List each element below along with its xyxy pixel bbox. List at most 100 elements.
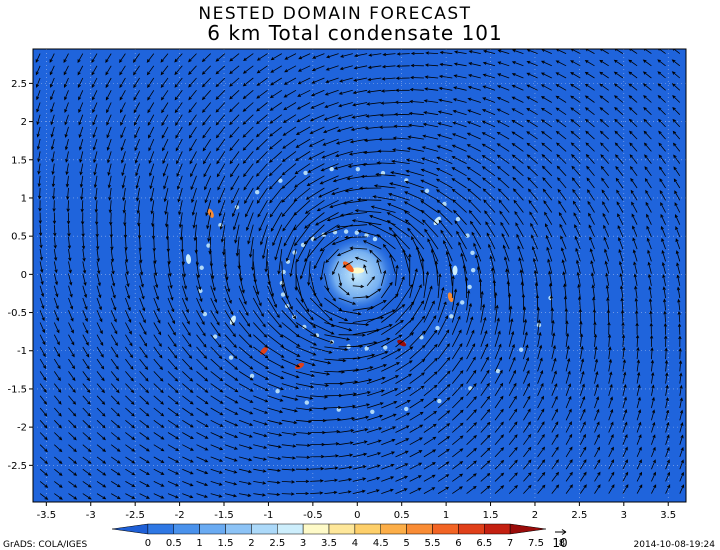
wind-arrow: [320, 163, 339, 172]
wind-arrow: [82, 310, 88, 323]
wind-arrow: [508, 382, 517, 396]
wind-arrow: [571, 165, 581, 177]
wind-arrow: [394, 112, 410, 116]
wind-arrow: [570, 119, 581, 128]
wind-arrow: [646, 237, 652, 250]
wind-arrow: [421, 157, 439, 164]
wind-arrow: [511, 84, 524, 91]
wind-arrow: [107, 175, 112, 189]
wind-arrow: [120, 102, 126, 114]
wind-arrow: [167, 456, 180, 463]
wind-arrow: [338, 392, 358, 397]
wind-arrow: [80, 187, 84, 201]
wind-arrow: [565, 345, 570, 360]
wind-arrow: [678, 360, 683, 372]
wind-arrow: [381, 334, 403, 348]
wind-arrow: [540, 107, 553, 116]
wind-arrow: [452, 460, 464, 470]
wind-arrow: [482, 73, 496, 79]
wind-arrow: [338, 465, 353, 470]
wind-arrow: [423, 410, 438, 421]
wind-arrow: [82, 358, 90, 370]
wind-arrow: [281, 175, 297, 189]
wind-arrow: [297, 77, 311, 85]
wind-arrow: [310, 358, 332, 365]
wind-arrow: [594, 345, 598, 360]
wind-arrow: [82, 444, 92, 453]
wind-arrow: [481, 120, 496, 128]
wind-arrow: [174, 77, 183, 88]
wind-arrow: [39, 261, 44, 273]
wind-arrow: [642, 59, 652, 67]
wind-arrow: [381, 488, 394, 494]
wind-arrow: [216, 151, 226, 165]
wind-arrow: [366, 89, 382, 94]
wind-arrow: [138, 236, 142, 252]
wind-arrow: [366, 389, 385, 397]
wind-arrow: [325, 77, 339, 83]
wind-arrow: [253, 456, 267, 461]
wind-arrow: [177, 187, 183, 203]
wind-arrow: [125, 432, 136, 440]
wind-arrow: [496, 85, 510, 91]
wind-arrow: [529, 211, 538, 225]
wind-arrow: [119, 65, 126, 76]
wind-arrow: [96, 456, 107, 464]
wind-arrow: [622, 384, 627, 396]
wind-arrow: [78, 126, 84, 139]
x-tick-label: 2.5: [571, 510, 587, 521]
wind-arrow: [443, 239, 453, 262]
wind-arrow: [647, 249, 652, 262]
wind-arrow: [53, 297, 59, 310]
wind-arrow: [420, 168, 439, 177]
wind-arrow: [125, 395, 135, 405]
wind-arrow: [153, 468, 165, 475]
wind-arrow: [281, 285, 293, 311]
wind-arrow: [579, 358, 585, 372]
wind-arrow: [352, 415, 370, 421]
wind-arrow: [565, 357, 571, 372]
wind-arrow: [540, 60, 552, 67]
wind-arrow: [604, 260, 610, 274]
wind-arrow: [96, 432, 106, 441]
wind-arrow: [508, 356, 516, 372]
wind-arrow: [354, 256, 368, 262]
wind-arrow: [252, 285, 262, 307]
wind-arrow: [121, 151, 126, 164]
wind-arrow: [96, 249, 100, 263]
x-tick-label: -3.5: [37, 510, 57, 521]
wind-arrow: [338, 333, 366, 337]
wind-arrow: [622, 471, 629, 482]
wind-arrow: [136, 200, 140, 215]
wind-arrow: [647, 261, 652, 274]
wind-arrow: [342, 261, 354, 268]
wind-arrow: [628, 71, 638, 79]
wind-arrow: [125, 322, 132, 335]
wind-arrow: [663, 298, 667, 311]
wind-arrow: [264, 249, 268, 273]
wind-arrow: [296, 102, 311, 110]
wind-arrow: [496, 131, 510, 140]
wind-arrow: [420, 190, 439, 201]
wind-arrow: [452, 435, 464, 446]
wind-arrow: [508, 484, 518, 494]
wind-arrow: [608, 346, 612, 360]
wind-arrow: [139, 383, 150, 394]
wind-arrow: [65, 175, 70, 188]
wind-arrow: [608, 383, 613, 396]
wind-arrow: [544, 211, 553, 225]
wind-arrow: [110, 395, 120, 405]
wind-arrow: [556, 154, 567, 164]
wind-arrow: [167, 273, 173, 289]
wind-arrow: [139, 407, 150, 417]
wind-arrow: [324, 334, 351, 341]
wind-arrow: [437, 448, 450, 458]
wind-arrow: [68, 371, 76, 382]
colorbar-label: 1.5: [218, 538, 234, 549]
wind-arrow: [167, 481, 180, 487]
wind-arrow: [423, 357, 438, 372]
wind-arrow: [381, 77, 396, 81]
wind-arrow: [480, 382, 490, 397]
wind-arrow: [53, 285, 59, 298]
wind-arrow: [389, 182, 410, 189]
